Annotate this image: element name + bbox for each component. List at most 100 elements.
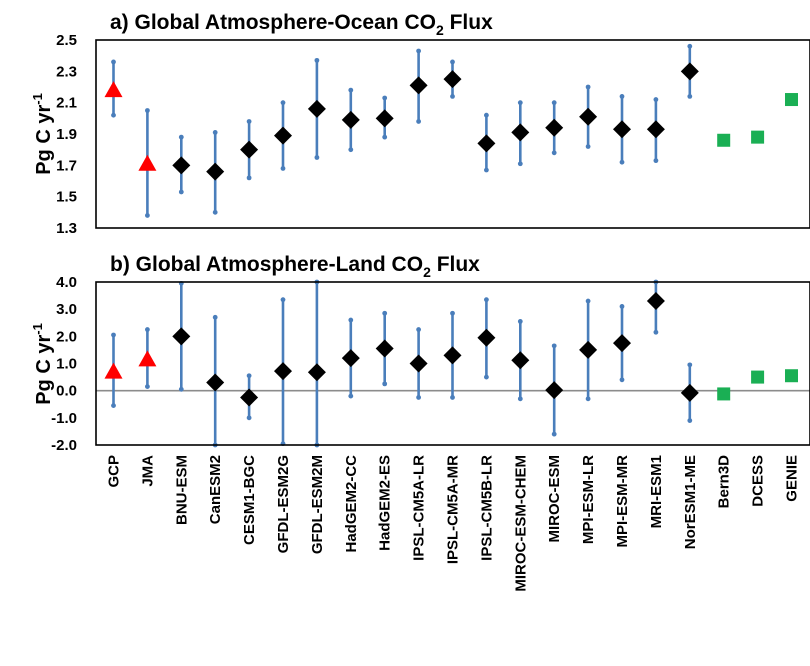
error-bar-cap (450, 395, 455, 400)
data-point-diamond (545, 118, 564, 137)
panel-b-y-tick-label: 2.0 (56, 328, 77, 345)
x-category-label: BNU-ESM (173, 455, 190, 525)
panel-b-y-tick-label: -2.0 (51, 437, 77, 454)
data-point-diamond (579, 340, 598, 359)
error-bar-cap (619, 94, 625, 99)
error-bar-cap (687, 362, 693, 368)
error-bar-cap (280, 297, 286, 303)
data-point-square (717, 387, 731, 401)
x-category-label: MIROC-ESM (546, 455, 563, 543)
data-point-diamond (613, 120, 631, 139)
data-point-square (785, 369, 798, 383)
error-bar-cap (111, 332, 116, 338)
x-category-label: GCP (106, 455, 123, 488)
data-point-triangle (138, 154, 157, 171)
x-category-label: HadGEM2-ES (377, 455, 394, 551)
error-bar-cap (619, 159, 625, 165)
error-bar-cap (517, 396, 523, 402)
error-bar-cap (145, 327, 150, 332)
data-point-diamond (477, 328, 496, 347)
data-point-diamond (240, 388, 259, 407)
error-bar-cap (246, 119, 252, 124)
panel-a-y-tick-label: 1.3 (56, 220, 77, 237)
error-bar-cap (145, 108, 150, 113)
error-bar-cap (484, 297, 489, 303)
panel-b-y-tick-label: 4.0 (56, 274, 77, 291)
error-bar-cap (585, 396, 591, 402)
error-bar-cap (111, 403, 116, 409)
panel-b-y-axis-label: Pg C yr-1 (30, 323, 55, 405)
data-point-diamond (341, 349, 360, 368)
panel-a-y-tick-label: 1.7 (56, 157, 77, 174)
panel-a-y-axis-label: Pg C yr-1 (30, 93, 55, 175)
data-point-diamond (613, 334, 631, 353)
error-bar-cap (145, 384, 150, 389)
error-bar-cap (551, 150, 557, 156)
data-point-triangle (104, 81, 123, 98)
error-bar-cap (517, 318, 523, 324)
data-point-diamond (375, 109, 394, 128)
error-bar-cap (484, 374, 489, 380)
data-point-diamond (511, 123, 530, 142)
error-bar-cap (348, 317, 354, 323)
panel-a-title: a) Global Atmosphere-Ocean CO2 Flux (110, 11, 493, 38)
error-bar-cap (585, 144, 591, 149)
data-point-diamond (511, 351, 530, 370)
error-bar-cap (280, 166, 286, 171)
error-bar-cap (280, 100, 286, 106)
panel-b-y-tick-label: 3.0 (56, 301, 77, 318)
error-bar-cap (484, 112, 489, 118)
error-bar-cap (111, 59, 116, 65)
error-bar-cap (111, 112, 116, 118)
x-category-label: GENIE (784, 455, 801, 502)
x-category-label: JMA (139, 455, 156, 487)
data-point-diamond (206, 373, 225, 392)
x-category-label: MRI-ESM1 (648, 455, 665, 528)
panel-a-y-tick-label: 1.9 (56, 126, 77, 143)
data-point-diamond (172, 156, 191, 175)
x-category-label: IPSL-CM5A-MR (445, 455, 462, 564)
error-bar-cap (517, 161, 523, 167)
x-category-label: IPSL-CM5B-LR (478, 455, 495, 561)
data-point-diamond (307, 99, 326, 118)
data-point-diamond (477, 134, 496, 153)
panel-a-y-tick-label: 2.1 (56, 95, 77, 112)
panel-b-plot-frame (95, 281, 810, 446)
data-point-diamond (545, 381, 564, 400)
error-bar-cap (619, 304, 625, 309)
error-bar-cap (246, 373, 252, 379)
error-bar-cap (212, 130, 218, 135)
panel-b-land-flux: b) Global Atmosphere-Land CO2 Flux Pg C … (30, 253, 810, 454)
error-bar-cap (246, 415, 252, 421)
error-bar-cap (314, 57, 320, 63)
panel-a-plot-frame (95, 39, 810, 229)
panel-a-y-tick-label: 1.5 (56, 189, 77, 206)
error-bar-cap (687, 418, 693, 423)
data-point-diamond (409, 76, 428, 95)
x-category-label: MIROC-ESM-CHEM (512, 455, 529, 592)
error-bar-cap (687, 94, 693, 99)
error-bar-cap (450, 310, 455, 316)
x-category-label: NorESM1-ME (682, 455, 699, 549)
data-point-diamond (409, 354, 428, 373)
error-bar-cap (450, 59, 455, 65)
data-point-square (751, 370, 765, 384)
data-point-square (785, 93, 798, 107)
error-bar-cap (246, 175, 252, 181)
error-bar-cap (212, 209, 218, 215)
data-point-diamond (375, 339, 394, 358)
data-point-square (751, 130, 765, 144)
x-category-label: CESM1-BGC (241, 455, 258, 545)
error-bar-cap (178, 189, 184, 195)
x-category-label: HadGEM2-CC (343, 455, 360, 553)
data-point-diamond (680, 383, 699, 402)
data-point-diamond (680, 62, 699, 81)
error-bar-cap (348, 147, 354, 153)
x-axis-category-labels: GCP JMA BNU-ESM CanESM2 CESM1-BGC GFDL-ESM2G G… (106, 455, 801, 592)
data-point-diamond (341, 110, 360, 129)
x-category-label: GFDL-ESM2G (275, 455, 292, 553)
error-bar-cap (585, 84, 591, 90)
error-bar-cap (382, 310, 388, 316)
data-point-diamond (240, 140, 259, 159)
